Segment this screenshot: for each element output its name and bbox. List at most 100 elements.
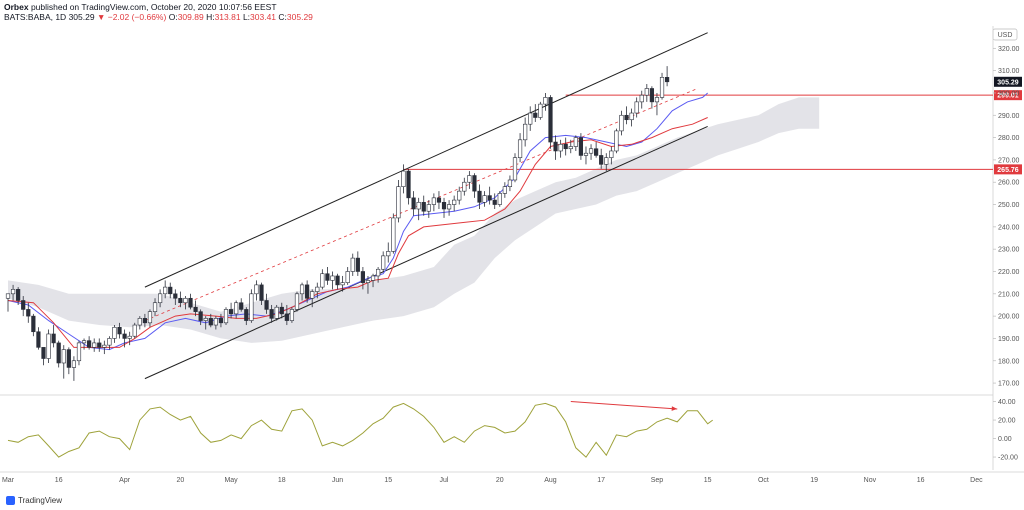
candle-body — [563, 143, 568, 150]
candle — [274, 304, 279, 321]
candle — [269, 304, 274, 323]
candle-body — [294, 293, 300, 310]
candle — [365, 275, 371, 294]
candle — [46, 329, 51, 363]
candle — [523, 117, 528, 147]
candle-body — [158, 293, 163, 304]
candle — [573, 135, 578, 151]
candle — [568, 139, 573, 154]
candle — [5, 293, 11, 312]
candle — [472, 173, 477, 198]
candle-body — [634, 101, 639, 114]
candle — [254, 280, 259, 301]
candle — [117, 322, 122, 339]
osc-tick-label: -20.00 — [998, 455, 1018, 462]
candle — [21, 296, 26, 317]
candle — [558, 139, 563, 158]
candle-body — [239, 302, 244, 310]
candle-body — [558, 143, 563, 152]
candle-body — [533, 112, 538, 118]
candle-body — [254, 284, 259, 295]
candle-body — [639, 94, 644, 103]
candle — [426, 200, 431, 218]
candle — [102, 340, 107, 355]
price-tick-label: 320.00 — [998, 46, 1020, 53]
candle — [264, 293, 269, 314]
candle — [548, 95, 553, 149]
time-tick-label: May — [224, 477, 238, 484]
candle — [583, 146, 589, 165]
candle — [664, 66, 670, 87]
candle-body — [26, 309, 31, 317]
candle-body — [406, 170, 411, 199]
candle-body — [654, 97, 660, 103]
time-tick-label: 16 — [917, 477, 925, 484]
candle — [234, 300, 239, 319]
candle — [315, 282, 320, 299]
candle-body — [441, 202, 447, 210]
time-tick-label: 17 — [597, 477, 605, 484]
price-change: ▼ −2.02 (−0.66%) — [96, 12, 167, 22]
candle-body — [305, 284, 310, 299]
candle-body — [46, 333, 51, 359]
time-tick-label: 20 — [176, 477, 184, 484]
candle — [51, 325, 56, 348]
candle-body — [609, 150, 614, 158]
time-tick-label: 16 — [55, 477, 63, 484]
candle — [188, 293, 193, 310]
price-tick-label: 210.00 — [998, 291, 1020, 298]
candle-body — [396, 186, 401, 219]
candle — [436, 191, 442, 209]
candle-body — [178, 297, 183, 304]
candle — [158, 289, 163, 308]
tradingview-brand[interactable]: TradingView — [6, 496, 62, 505]
candle — [457, 186, 462, 205]
high-label: H: — [206, 12, 215, 22]
forecast-line — [144, 88, 698, 321]
candle-body — [152, 302, 158, 312]
candle — [376, 267, 381, 283]
candle-body — [51, 333, 56, 344]
trend-channel[interactable] — [144, 32, 708, 380]
last-price-badge — [994, 76, 1022, 87]
candle-body — [168, 286, 173, 295]
candle-body — [436, 197, 442, 203]
candle-body — [659, 77, 665, 98]
candle-body — [502, 186, 507, 194]
horizontal-levels[interactable]: 299.01 265.76 — [403, 90, 1022, 175]
candle — [330, 271, 335, 290]
candle-body — [188, 297, 193, 308]
candle — [594, 142, 599, 158]
candle-body — [614, 130, 619, 152]
candle-body — [289, 309, 295, 321]
candle — [512, 153, 518, 183]
candle-body — [568, 146, 573, 150]
low-label: L: — [242, 12, 251, 22]
candle-body — [457, 190, 462, 201]
candle — [132, 322, 137, 339]
price-tick-label: 260.00 — [998, 180, 1020, 187]
time-tick-label: Aug — [544, 477, 557, 484]
candle-body — [431, 197, 436, 205]
candle — [381, 251, 386, 272]
candle — [97, 338, 102, 352]
candle — [624, 106, 629, 125]
candle-body — [218, 318, 224, 324]
last-price: 305.29 — [68, 12, 95, 22]
divergence-arrow-head — [671, 406, 678, 411]
channel-line — [144, 32, 708, 288]
candle — [223, 307, 229, 326]
axes — [0, 26, 1024, 473]
candle-body — [330, 275, 335, 281]
price-tick-label: 170.00 — [998, 381, 1020, 388]
candle-body — [97, 342, 102, 348]
candle-body — [163, 286, 168, 295]
candle-body — [335, 275, 340, 286]
candle — [421, 195, 426, 216]
price-tick-label: 300.00 — [998, 90, 1020, 97]
price-tick-label: 200.00 — [998, 314, 1020, 321]
candle-body — [173, 293, 178, 299]
candle-body — [310, 291, 315, 299]
candle-body — [523, 123, 528, 141]
